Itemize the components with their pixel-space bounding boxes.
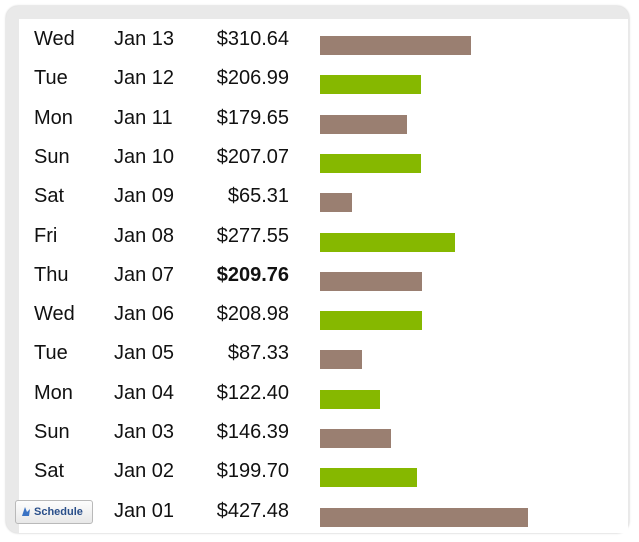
amount-value: $146.39 <box>216 421 289 443</box>
table-row: Thu Jan 07 $209.76 <box>19 255 628 294</box>
date-label: Jan 13 <box>114 28 175 50</box>
day-label: Sun <box>34 421 70 443</box>
amount-bar <box>320 507 528 527</box>
table-row: Fri Jan 08 $277.55 <box>19 216 628 255</box>
date-label: Jan 07 <box>114 263 175 286</box>
amount-bar <box>320 389 380 409</box>
amount-bar <box>320 153 421 173</box>
date-label: Jan 09 <box>114 185 175 208</box>
day-label: Tue <box>34 342 68 365</box>
amount-bar <box>320 271 422 291</box>
amount-bar <box>320 311 422 331</box>
daily-earnings-list: Wed Jan 13 $310.64 Tue Jan 12 $206.99 Mon Jan 1… <box>19 19 628 533</box>
schedule-button[interactable]: Schedule <box>15 500 93 524</box>
amount-bar <box>320 350 362 370</box>
day-label: Tue <box>34 67 68 90</box>
schedule-icon <box>20 505 34 520</box>
amount-bar <box>320 429 391 448</box>
amount-value: $209.76 <box>216 263 289 286</box>
widget-frame: Wed Jan 13 $310.64 Tue Jan 12 $206.99 Mon Jan 1… <box>6 6 629 533</box>
table-row: Mon Jan 11 $179.65 <box>19 98 628 137</box>
schedule-button-label: Schedule <box>34 506 83 518</box>
amount-value: $277.55 <box>216 224 289 247</box>
amount-value: $207.07 <box>216 145 289 168</box>
date-label: Jan 05 <box>114 342 175 365</box>
date-label: Jan 02 <box>114 460 175 483</box>
day-label: Fri <box>34 224 58 247</box>
day-label: Thu <box>34 263 69 286</box>
table-row: Sun Jan 03 $146.39 <box>19 412 628 451</box>
day-label: Wed <box>34 303 75 326</box>
amount-bar <box>320 468 417 488</box>
amount-value: $87.33 <box>227 342 289 365</box>
table-row: Sat Jan 02 $199.70 <box>19 451 628 490</box>
day-label: Sat <box>34 460 65 483</box>
amount-bar <box>320 75 421 95</box>
date-label: Jan 12 <box>114 67 175 90</box>
amount-bar <box>320 114 407 134</box>
table-row: Sun Jan 10 $207.07 <box>19 137 628 176</box>
day-label: Sun <box>34 145 70 168</box>
amount-value: $122.40 <box>216 381 289 404</box>
amount-bar <box>320 193 352 213</box>
date-label: Jan 11 <box>114 106 173 129</box>
amount-value: $206.99 <box>216 67 289 90</box>
date-label: Jan 06 <box>114 303 175 326</box>
day-label: Sat <box>34 185 65 208</box>
amount-value: $65.31 <box>227 185 289 208</box>
table-row: Wed Jan 06 $208.98 <box>19 294 628 333</box>
day-label: Mon <box>34 381 73 404</box>
amount-value: $179.65 <box>216 106 289 129</box>
amount-value: $199.70 <box>216 460 289 483</box>
table-row: Tue Jan 12 $206.99 <box>19 58 628 97</box>
amount-value: $208.98 <box>216 303 289 326</box>
table-row: Sat Jan 09 $65.31 <box>19 176 628 215</box>
amount-value: $427.48 <box>216 499 289 522</box>
amount-bar <box>320 36 471 55</box>
table-row: Mon Jan 04 $122.40 <box>19 373 628 412</box>
date-label: Jan 01 <box>114 499 175 522</box>
day-label: Mon <box>34 106 73 129</box>
date-label: Jan 08 <box>114 224 175 247</box>
date-label: Jan 03 <box>114 421 175 443</box>
day-label: Wed <box>34 28 75 50</box>
amount-bar <box>320 232 455 252</box>
table-row: Wed Jan 13 $310.64 <box>19 19 628 58</box>
date-label: Jan 04 <box>114 381 175 404</box>
amount-value: $310.64 <box>216 28 289 50</box>
table-row: Tue Jan 05 $87.33 <box>19 333 628 372</box>
date-label: Jan 10 <box>114 145 175 168</box>
